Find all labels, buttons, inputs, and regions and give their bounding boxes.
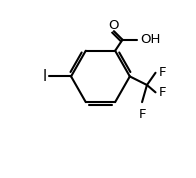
Text: OH: OH (140, 33, 161, 46)
Text: F: F (159, 86, 166, 99)
Text: F: F (159, 66, 166, 79)
Text: O: O (109, 19, 119, 32)
Text: I: I (43, 69, 47, 84)
Text: F: F (138, 108, 146, 121)
